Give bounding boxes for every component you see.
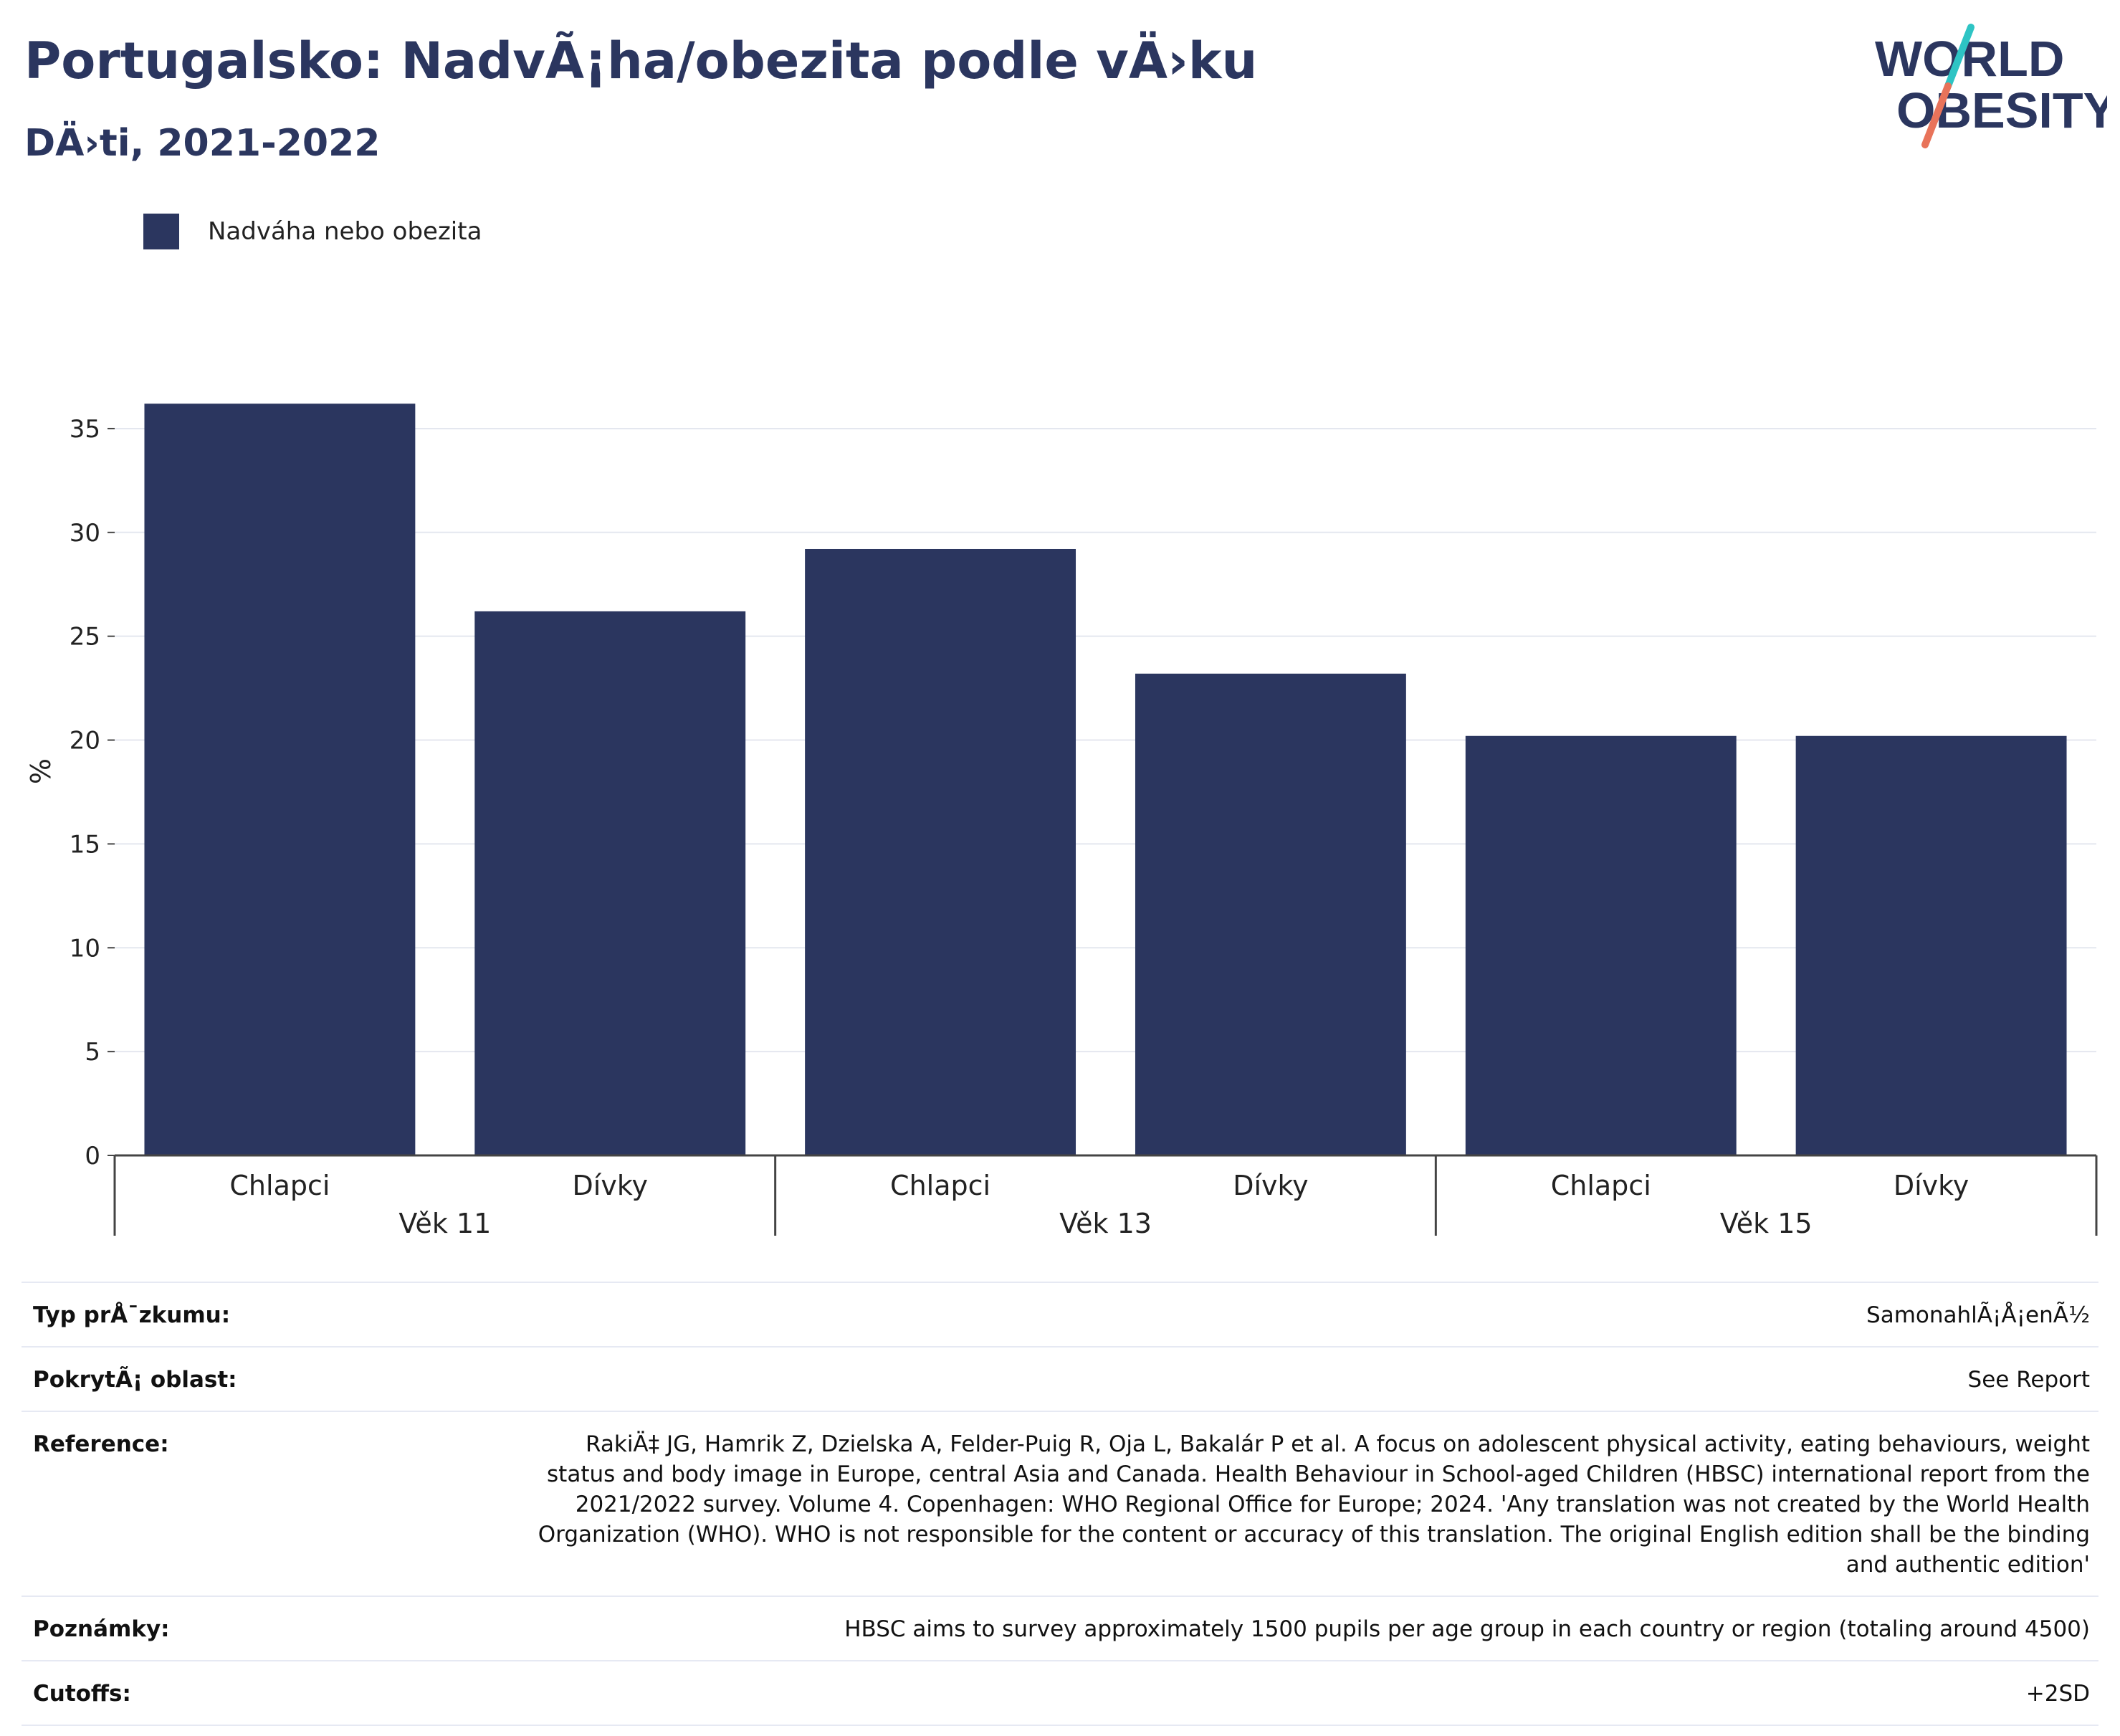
logo-slash-coral <box>1921 82 1952 148</box>
meta-row-cutoffs: Cutoffs: +2SD <box>22 1660 2098 1726</box>
x-category-label: Dívky <box>573 1170 648 1201</box>
bar <box>144 404 416 1155</box>
x-category-label: Dívky <box>1894 1170 1969 1201</box>
meta-row-reference: Reference: RakiÄ‡ JG, Hamrik Z, Dzielska… <box>22 1411 2098 1596</box>
y-tick-label: 0 <box>85 1142 100 1170</box>
x-category-label: Chlapci <box>229 1170 330 1201</box>
bar <box>1135 673 1406 1155</box>
y-tick-label: 25 <box>70 623 100 652</box>
x-category-label: Chlapci <box>890 1170 990 1201</box>
y-tick-label: 30 <box>70 519 100 548</box>
x-group-label: Věk 13 <box>1059 1208 1152 1239</box>
meta-key: Poznámky: <box>33 1616 170 1642</box>
bar <box>805 548 1076 1155</box>
chart-title: Portugalsko: NadvÃ¡ha/obezita podle vÄ›k… <box>24 32 1258 90</box>
x-group-label: Věk 15 <box>1720 1208 1813 1239</box>
legend-label: Nadváha nebo obezita <box>208 217 482 246</box>
meta-value: See Report <box>1967 1367 2090 1393</box>
x-group-label: Věk 11 <box>398 1208 491 1239</box>
meta-key: Reference: <box>33 1431 169 1457</box>
world-obesity-logo: WORLD OBESITY <box>1875 24 2107 148</box>
x-category-label: Chlapci <box>1551 1170 1651 1201</box>
bar <box>1795 735 2067 1155</box>
y-tick-label: 10 <box>70 934 100 963</box>
meta-value: SamonahlÃ¡Å¡enÃ½ <box>1866 1302 2090 1328</box>
meta-key: Typ prÅ¯zkumu: <box>33 1302 231 1328</box>
y-tick-label: 35 <box>70 415 100 444</box>
legend: Nadváha nebo obezita <box>143 214 482 249</box>
bar-chart: 0 5 10 15 20 25 30 35% Chlapci Dívky Věk 11 Chlapci… <box>25 404 2098 1239</box>
meta-value: +2SD <box>2025 1681 2090 1707</box>
bar <box>474 611 746 1155</box>
y-tick-label: 15 <box>70 830 100 859</box>
x-category-label: Dívky <box>1233 1170 1308 1201</box>
meta-row-area-covered: PokrytÃ¡ oblast: See Report <box>22 1346 2098 1411</box>
chart-subtitle: DÄ›ti, 2021-2022 <box>24 122 381 165</box>
metadata-table: Typ prÅ¯zkumu: SamonahlÃ¡Å¡enÃ½ PokrytÃ¡… <box>22 1282 2098 1726</box>
meta-value: RakiÄ‡ JG, Hamrik Z, Dzielska A, Felder-… <box>538 1431 2090 1578</box>
bar <box>1465 735 1737 1155</box>
meta-key: Cutoffs: <box>33 1681 131 1707</box>
legend-swatch <box>143 214 179 249</box>
meta-row-notes: Poznámky: HBSC aims to survey approximat… <box>22 1596 2098 1660</box>
y-axis-label: % <box>25 758 57 784</box>
y-tick-label: 20 <box>70 727 100 755</box>
meta-row-survey-type: Typ prÅ¯zkumu: SamonahlÃ¡Å¡enÃ½ <box>22 1282 2098 1346</box>
meta-value: HBSC aims to survey approximately 1500 p… <box>844 1616 2090 1642</box>
logo-slash-teal <box>1944 24 1975 90</box>
y-tick-label: 5 <box>85 1038 100 1067</box>
meta-key: PokrytÃ¡ oblast: <box>33 1367 237 1393</box>
